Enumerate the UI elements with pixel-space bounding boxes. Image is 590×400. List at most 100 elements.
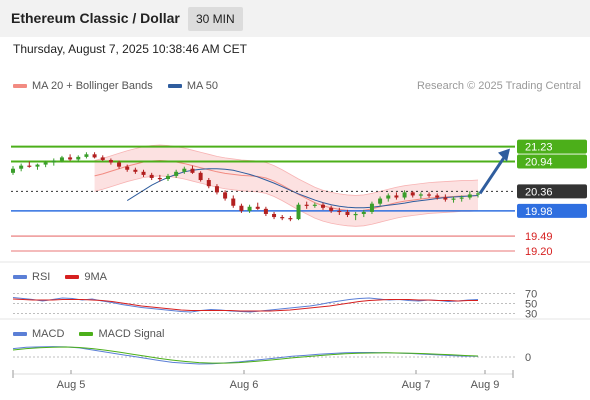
level-badge-20.36 [517, 184, 587, 199]
candle-body [443, 197, 448, 200]
candle-body [231, 198, 236, 206]
candle-body [27, 165, 32, 167]
legend-swatch-9ma [65, 275, 80, 280]
legend-swatch-ma20 [13, 84, 27, 89]
macd-signal-line [12, 346, 479, 364]
candle-body [190, 168, 195, 173]
level-badge-20.94 [517, 154, 587, 169]
candle-body [117, 162, 122, 167]
x-tick-label: Aug 5 [57, 379, 86, 391]
legend-item-ma50: MA 50 [167, 80, 219, 92]
bollinger-band-area [94, 145, 478, 227]
candle-body [100, 157, 105, 160]
legend-label-9ma: 9MA [84, 271, 108, 283]
level-badge-21.23 [517, 139, 587, 154]
candle-body [11, 168, 15, 173]
level-label-19.20: 19.20 [525, 246, 553, 258]
legend-item-ma20-bb: MA 20 + Bollinger Bands [13, 80, 153, 92]
candle-body [451, 198, 456, 200]
candle-body [141, 171, 146, 175]
candle-body [321, 204, 325, 208]
candle-body [467, 194, 472, 198]
candle-body [402, 192, 407, 198]
candle-body [459, 197, 464, 199]
macd-line [12, 346, 479, 365]
interval-selector[interactable]: 30 MIN [188, 7, 243, 31]
level-label-19.49: 19.49 [525, 231, 553, 243]
legend-item-macd: MACD [13, 328, 64, 340]
candle-body [280, 217, 285, 219]
x-tick-label: Aug 6 [230, 379, 259, 391]
header-bar: Ethereum Classic / Dollar 30 MIN [0, 0, 590, 37]
candle-body [206, 180, 211, 187]
legend-item-rsi: RSI [13, 271, 50, 283]
candle-body [59, 157, 64, 161]
macd-zero-label: 0 [525, 352, 531, 364]
candle-body [214, 186, 219, 193]
candle-body [378, 198, 383, 204]
candle-body [51, 160, 56, 163]
candle-body [418, 194, 423, 196]
candle-body [272, 213, 277, 218]
legend-swatch-macd [13, 332, 27, 337]
legend-swatch-ma50 [167, 84, 182, 89]
candle-body [255, 206, 260, 209]
level-label-19.98: 19.98 [525, 206, 553, 218]
candle-body [125, 166, 130, 170]
candle-body [239, 205, 244, 211]
legend-item-macd-signal: MACD Signal [79, 328, 164, 340]
candle-body [296, 204, 301, 220]
candle-body [410, 192, 415, 196]
candle-body [386, 195, 391, 199]
rsi-level-label: 30 [525, 309, 537, 321]
candle-body [108, 159, 113, 163]
level-label-20.36: 20.36 [525, 186, 553, 198]
legend-swatch-macd-signal [79, 332, 94, 337]
candle-body [19, 165, 24, 169]
legend-label-ma20: MA 20 + Bollinger Bands [32, 80, 153, 92]
rsi-level-label: 70 [525, 289, 537, 301]
level-label-20.94: 20.94 [525, 157, 553, 169]
candle-body [157, 177, 162, 180]
candle-body [68, 157, 73, 160]
x-tick-label: Aug 7 [402, 379, 431, 391]
forecast-arrow [478, 153, 508, 195]
legend-label-macd-signal: MACD Signal [98, 328, 165, 340]
candle-body [394, 195, 399, 198]
candle-body [174, 171, 179, 176]
candle-body [361, 211, 366, 214]
timestamp: Thursday, August 7, 2025 10:38:46 AM CET [13, 42, 247, 56]
candle-body [304, 204, 309, 206]
rsi-9ma-line [12, 298, 478, 312]
legend-rsi: RSI 9MA [13, 271, 107, 283]
candle-body [223, 192, 228, 199]
legend-label-ma50: MA 50 [186, 80, 219, 92]
candle-body [247, 206, 252, 211]
candle-body [149, 174, 154, 178]
candle-body [263, 208, 268, 214]
candle-body [288, 218, 293, 220]
candle-body [92, 154, 97, 158]
bollinger-upper-line [94, 144, 479, 196]
forecast-arrowhead [498, 148, 510, 162]
candle-body [345, 211, 350, 215]
candle-body [329, 207, 334, 211]
legend-swatch-rsi [13, 275, 27, 280]
candle-body [43, 162, 48, 165]
level-badge-19.98 [517, 203, 587, 218]
x-tick-label: Aug 9 [471, 379, 500, 391]
candle-body [337, 210, 342, 213]
legend-label-rsi: RSI [32, 271, 51, 283]
candle-body [133, 169, 138, 172]
legend-label-macd: MACD [32, 328, 65, 340]
candle-body [166, 175, 170, 179]
candle-body [427, 194, 432, 196]
candle-body [435, 195, 440, 198]
level-label-21.23: 21.23 [525, 142, 553, 154]
candle-body [182, 168, 187, 172]
candle-body [84, 154, 89, 157]
candle-body [35, 164, 40, 167]
legend-macd: MACD MACD Signal [13, 328, 164, 340]
instrument-title: Ethereum Classic / Dollar [11, 10, 180, 26]
